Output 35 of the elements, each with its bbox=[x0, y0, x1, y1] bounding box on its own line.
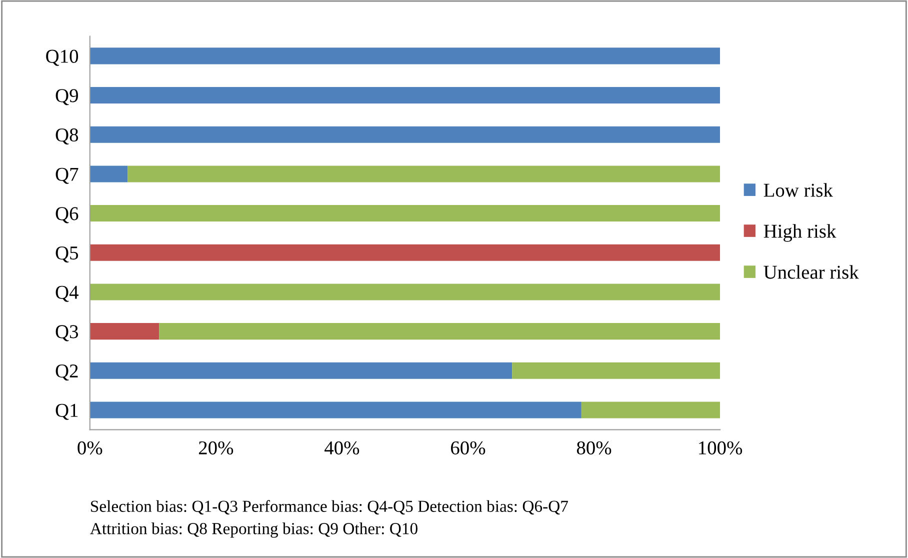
bar bbox=[90, 284, 720, 300]
legend-label: High risk bbox=[764, 224, 836, 242]
bar bbox=[581, 402, 720, 418]
bar bbox=[90, 87, 720, 104]
y-tick-label: Q9 bbox=[56, 89, 78, 106]
bar bbox=[90, 362, 512, 379]
text: Attrition bias: Q8 Reporting bias: Q9 Other: Q10 bbox=[90, 522, 418, 538]
x-tick-label: 80% bbox=[576, 441, 612, 455]
y-tick-label: Q8 bbox=[56, 128, 78, 145]
bar bbox=[90, 244, 720, 261]
y-tick-label: Q10 bbox=[46, 50, 78, 66]
y-tick-label: Q5 bbox=[56, 246, 78, 263]
bar bbox=[90, 402, 582, 418]
y-tick-label: Q6 bbox=[56, 207, 78, 224]
bar bbox=[90, 205, 720, 222]
x-tick-label: 100% bbox=[699, 441, 742, 455]
y-tick-label: Q2 bbox=[56, 364, 78, 381]
bar bbox=[128, 166, 720, 182]
bar bbox=[90, 126, 720, 143]
legend-label: Low risk bbox=[764, 183, 833, 197]
y-tick-label: Q7 bbox=[56, 168, 78, 184]
x-tick-label: 0% bbox=[78, 441, 102, 455]
bar bbox=[90, 323, 160, 340]
legend-label: Unclear risk bbox=[764, 265, 859, 279]
bar bbox=[159, 323, 720, 340]
y-tick-label: Q1 bbox=[56, 404, 78, 420]
x-tick-label: 40% bbox=[324, 441, 360, 455]
bar bbox=[90, 166, 128, 182]
bar bbox=[512, 362, 720, 379]
bar bbox=[90, 48, 720, 64]
text: Selection bias: Q1-Q3 Performance bias: Q4-Q5 Detection bias: Q6-Q7 bbox=[91, 500, 568, 514]
y-tick-label: Q4 bbox=[56, 286, 78, 302]
x-tick-label: 60% bbox=[451, 441, 486, 455]
x-tick-label: 20% bbox=[198, 441, 234, 455]
y-tick-label: Q3 bbox=[56, 325, 78, 342]
